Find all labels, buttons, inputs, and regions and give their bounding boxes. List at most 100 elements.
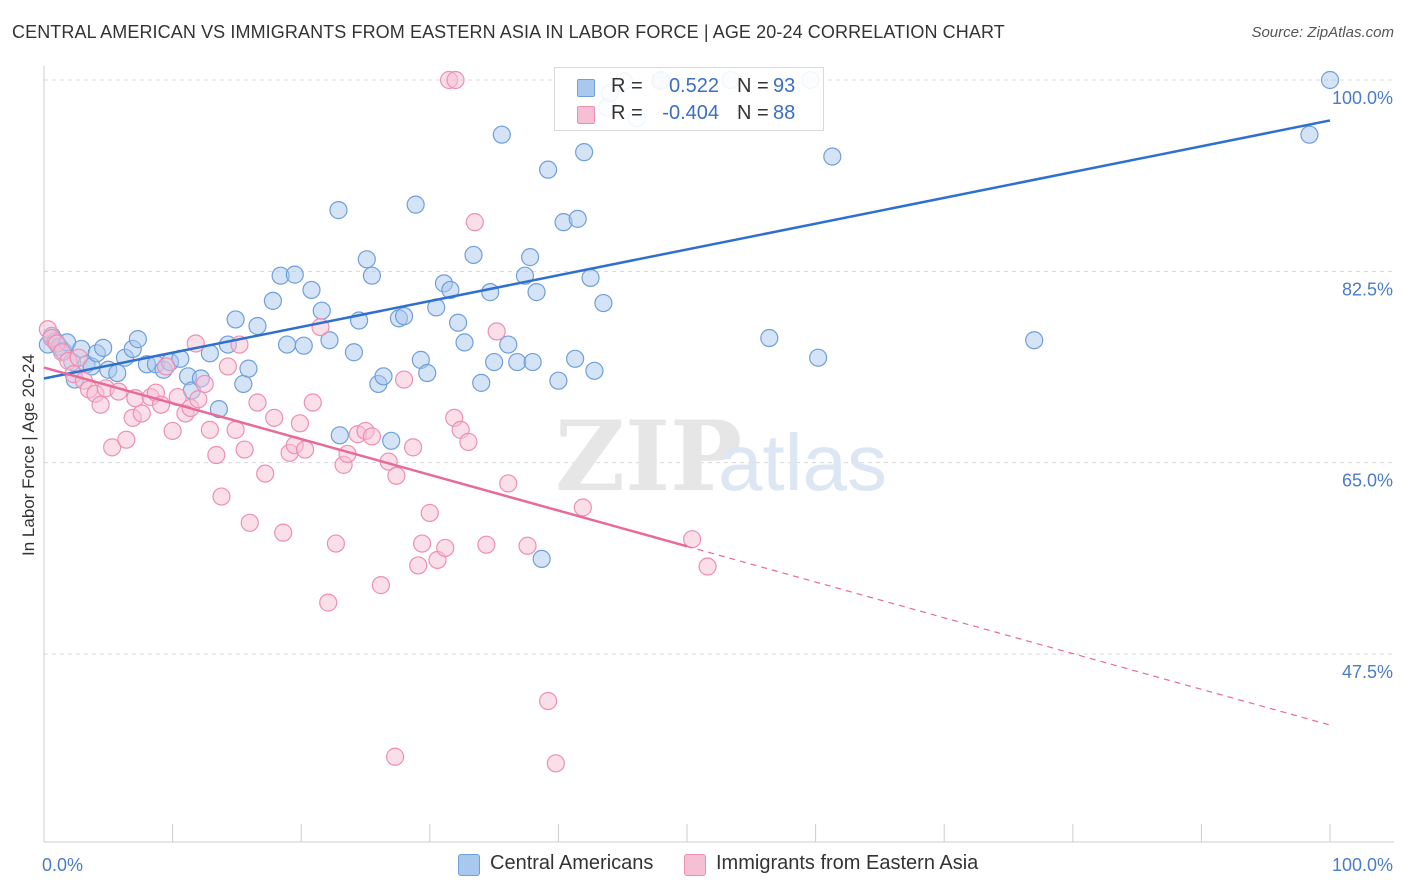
data-point-immigrants-eastern-asia (319, 593, 338, 612)
chart-source: Source: ZipAtlas.com (1251, 24, 1394, 41)
data-point-immigrants-eastern-asia (240, 513, 259, 532)
data-point-central-americans (441, 280, 460, 300)
data-point-central-americans (94, 338, 113, 357)
data-point-immigrants-eastern-asia (409, 556, 428, 575)
data-point-immigrants-eastern-asia (371, 576, 391, 595)
data-point-central-americans (239, 359, 258, 378)
data-point-central-americans (374, 367, 393, 386)
data-point-central-americans (527, 283, 546, 302)
tick-labels: 47.5% 65.0% 82.5% 100.0% 0.0% 100.0% (42, 88, 1393, 875)
legend-r-value: -0.404 (662, 102, 719, 124)
data-point-immigrants-eastern-asia (163, 421, 182, 441)
legend-r-label: R = (611, 75, 643, 97)
data-point-central-americans (263, 291, 283, 310)
data-point-immigrants-eastern-asia (394, 370, 414, 389)
watermark-zip: ZIP (555, 400, 742, 513)
data-point-immigrants-eastern-asia (499, 474, 518, 493)
data-point-central-americans (1320, 70, 1340, 90)
data-point-immigrants-eastern-asia (326, 534, 346, 553)
data-point-immigrants-eastern-asia (200, 420, 219, 439)
data-point-immigrants-eastern-asia (290, 414, 310, 433)
data-point-central-americans (312, 301, 331, 320)
data-point-central-americans (330, 426, 349, 445)
y-tick-label: 82.5% (1342, 279, 1393, 299)
data-point-central-americans (539, 160, 558, 179)
legend-label-central-americans: Central Americans (490, 852, 654, 874)
data-point-immigrants-eastern-asia (207, 445, 226, 465)
data-point-immigrants-eastern-asia (539, 691, 558, 711)
data-point-immigrants-eastern-asia (157, 357, 176, 376)
chart-title: CENTRAL AMERICAN VS IMMIGRANTS FROM EAST… (12, 22, 1005, 42)
data-point-central-americans (418, 363, 437, 383)
data-point-central-americans (523, 352, 542, 372)
data-point-immigrants-eastern-asia (362, 427, 382, 446)
trend-line-immigrants-eastern-asia (43, 366, 688, 548)
data-point-central-americans (472, 373, 491, 392)
data-point-central-americans (248, 316, 267, 336)
data-point-central-americans (499, 335, 518, 354)
data-point-immigrants-eastern-asia (303, 393, 322, 412)
data-point-central-americans (492, 125, 511, 144)
data-point-central-americans (549, 371, 568, 390)
data-point-immigrants-eastern-asia (546, 754, 565, 773)
y-tick-label: 65.0% (1342, 471, 1393, 491)
trend-line-extension-immigrants-eastern-asia (686, 545, 1331, 726)
data-point-central-americans (575, 143, 594, 162)
data-point-immigrants-eastern-asia (103, 438, 122, 457)
data-point-central-americans (302, 280, 321, 300)
data-point-immigrants-eastern-asia (436, 538, 455, 558)
y-axis-label: In Labor Force | Age 20-24 (19, 354, 38, 556)
legend-swatch-central-americans (458, 854, 480, 876)
data-point-immigrants-eastern-asia (212, 487, 231, 506)
data-point-central-americans (320, 331, 339, 350)
data-point-immigrants-eastern-asia (248, 393, 267, 412)
data-point-central-americans (362, 266, 382, 285)
legend-r-label: R = (611, 102, 643, 124)
data-point-immigrants-eastern-asia (403, 438, 423, 457)
data-point-central-americans (568, 209, 587, 228)
data-point-central-americans (760, 328, 779, 348)
trend-line-central-americans (43, 119, 1331, 380)
data-point-immigrants-eastern-asia (195, 374, 214, 394)
data-point-immigrants-eastern-asia (265, 408, 284, 427)
legend-swatch-pink (577, 106, 595, 124)
data-point-central-americans (1300, 125, 1319, 144)
data-point-central-americans (455, 333, 474, 352)
y-tick-label: 47.5% (1342, 662, 1393, 682)
y-tick-label: 100.0% (1332, 88, 1393, 108)
data-point-immigrants-eastern-asia (69, 348, 88, 367)
data-point-immigrants-eastern-asia (256, 464, 275, 483)
axes (43, 66, 1394, 843)
data-point-immigrants-eastern-asia (218, 357, 237, 376)
data-point-immigrants-eastern-asia (573, 498, 592, 517)
watermark-atlas: atlas (718, 418, 887, 507)
x-tick-label-min: 0.0% (42, 855, 83, 875)
data-point-immigrants-eastern-asia (235, 440, 254, 459)
data-point-central-americans (448, 313, 468, 332)
data-point-central-americans (581, 268, 600, 287)
legend-r-value: 0.522 (668, 75, 719, 97)
data-point-immigrants-eastern-asia (412, 534, 432, 553)
data-point-central-americans (128, 330, 147, 349)
data-point-immigrants-eastern-asia (91, 395, 110, 414)
data-point-central-americans (209, 399, 228, 419)
data-point-central-americans (809, 348, 828, 367)
data-point-immigrants-eastern-asia (226, 420, 245, 439)
data-point-central-americans (394, 307, 414, 326)
data-point-central-americans (585, 361, 604, 380)
legend-n-label: N = (737, 75, 769, 97)
data-point-immigrants-eastern-asia (295, 440, 315, 459)
series-legend: Central Americans Immigrants from Easter… (0, 851, 1406, 879)
data-point-immigrants-eastern-asia (518, 536, 537, 555)
data-point-central-americans (532, 549, 551, 568)
data-point-immigrants-eastern-asia (385, 747, 405, 766)
x-tick-label-max: 100.0% (1332, 855, 1393, 875)
legend-swatch-immigrants-eastern-asia (684, 854, 706, 876)
data-point-central-americans (464, 245, 483, 265)
data-point-immigrants-eastern-asia (465, 213, 484, 232)
data-point-immigrants-eastern-asia (132, 404, 151, 423)
legend-swatch-blue (577, 79, 595, 97)
data-point-immigrants-eastern-asia (189, 390, 208, 409)
data-point-central-americans (226, 310, 245, 329)
legend-row-pink: R = -0.404 N = 88 (555, 100, 823, 128)
